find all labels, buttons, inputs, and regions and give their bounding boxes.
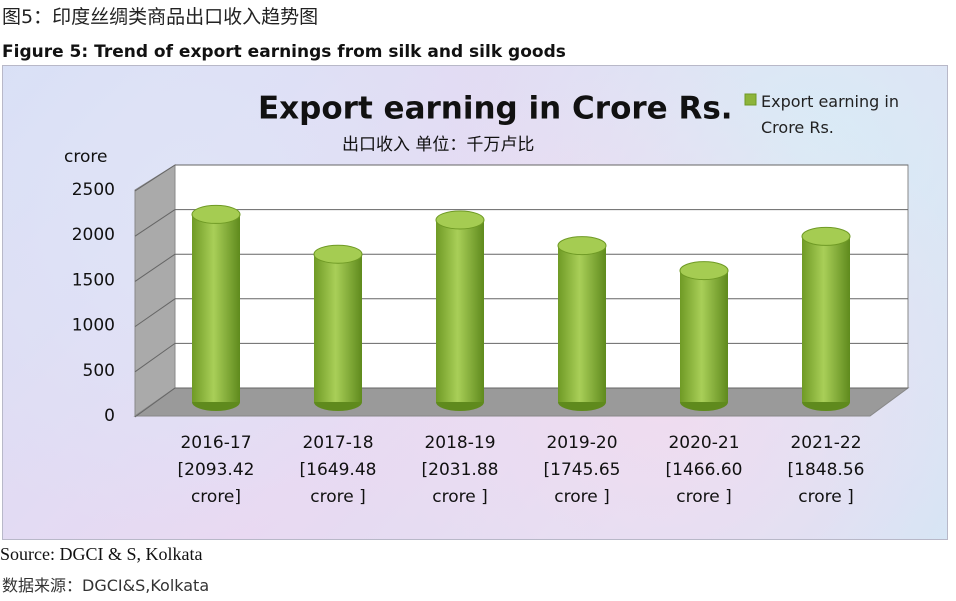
bar (436, 219, 484, 402)
x-tick-label: 2019-20 (546, 433, 618, 453)
legend-swatch (744, 93, 757, 106)
bar-top (313, 244, 363, 264)
y-tick-label: 1000 (72, 316, 115, 336)
bar-top (679, 261, 729, 281)
chart-subtitle: 出口收入 单位：千万卢比 (342, 135, 534, 155)
bar (192, 214, 240, 402)
grid-line-side (134, 387, 176, 418)
x-tick-label: 2021-22 (790, 433, 862, 453)
bar (802, 236, 850, 402)
bar-top (435, 210, 485, 230)
source-en: Source: DGCI & S, Kolkata (0, 544, 203, 564)
bar (314, 254, 362, 402)
bar-top (801, 226, 851, 246)
chart-title: Export earning in Crore Rs. (258, 91, 733, 127)
legend-label: Export earning in Crore Rs. (761, 92, 899, 137)
y-axis-label: crore (64, 147, 107, 167)
value-label: [1848.56 crore ] (787, 460, 865, 507)
y-tick-label: 2500 (72, 180, 115, 200)
x-tick-label: 2016-17 (180, 433, 252, 453)
value-label: [1466.60 crore ] (665, 460, 743, 507)
side-wall (134, 164, 176, 417)
value-label: [1649.48 crore ] (299, 460, 377, 507)
floor (133, 387, 910, 417)
value-label: [1745.65 crore ] (543, 460, 621, 507)
bar (558, 245, 606, 402)
y-tick-label: 1500 (72, 270, 115, 290)
grid-line-side (134, 298, 176, 328)
y-tick-label: 2000 (72, 225, 115, 245)
value-label: [2093.42 crore] (177, 460, 255, 507)
grid-line-side (134, 209, 176, 237)
source-cn: 数据来源：DGCI&S,Kolkata (2, 576, 210, 595)
bar-top (557, 236, 607, 256)
x-tick-label: 2018-19 (424, 433, 496, 453)
grid-line-side (134, 253, 176, 282)
x-tick-label: 2020-21 (668, 433, 740, 453)
y-tick-label: 500 (83, 361, 115, 381)
x-tick-label: 2017-18 (302, 433, 374, 453)
grid-line-side (134, 164, 176, 192)
y-tick-label: 0 (104, 406, 115, 426)
header-title-en: Figure 5: Trend of export earnings from … (2, 42, 566, 62)
back-wall (174, 164, 909, 389)
header-title-cn: 图5：印度丝绸类商品出口收入趋势图 (2, 6, 319, 28)
bar-top (191, 204, 241, 224)
bar (680, 270, 728, 402)
value-label: [2031.88 crore ] (421, 460, 499, 507)
grid-line-side (134, 342, 176, 373)
